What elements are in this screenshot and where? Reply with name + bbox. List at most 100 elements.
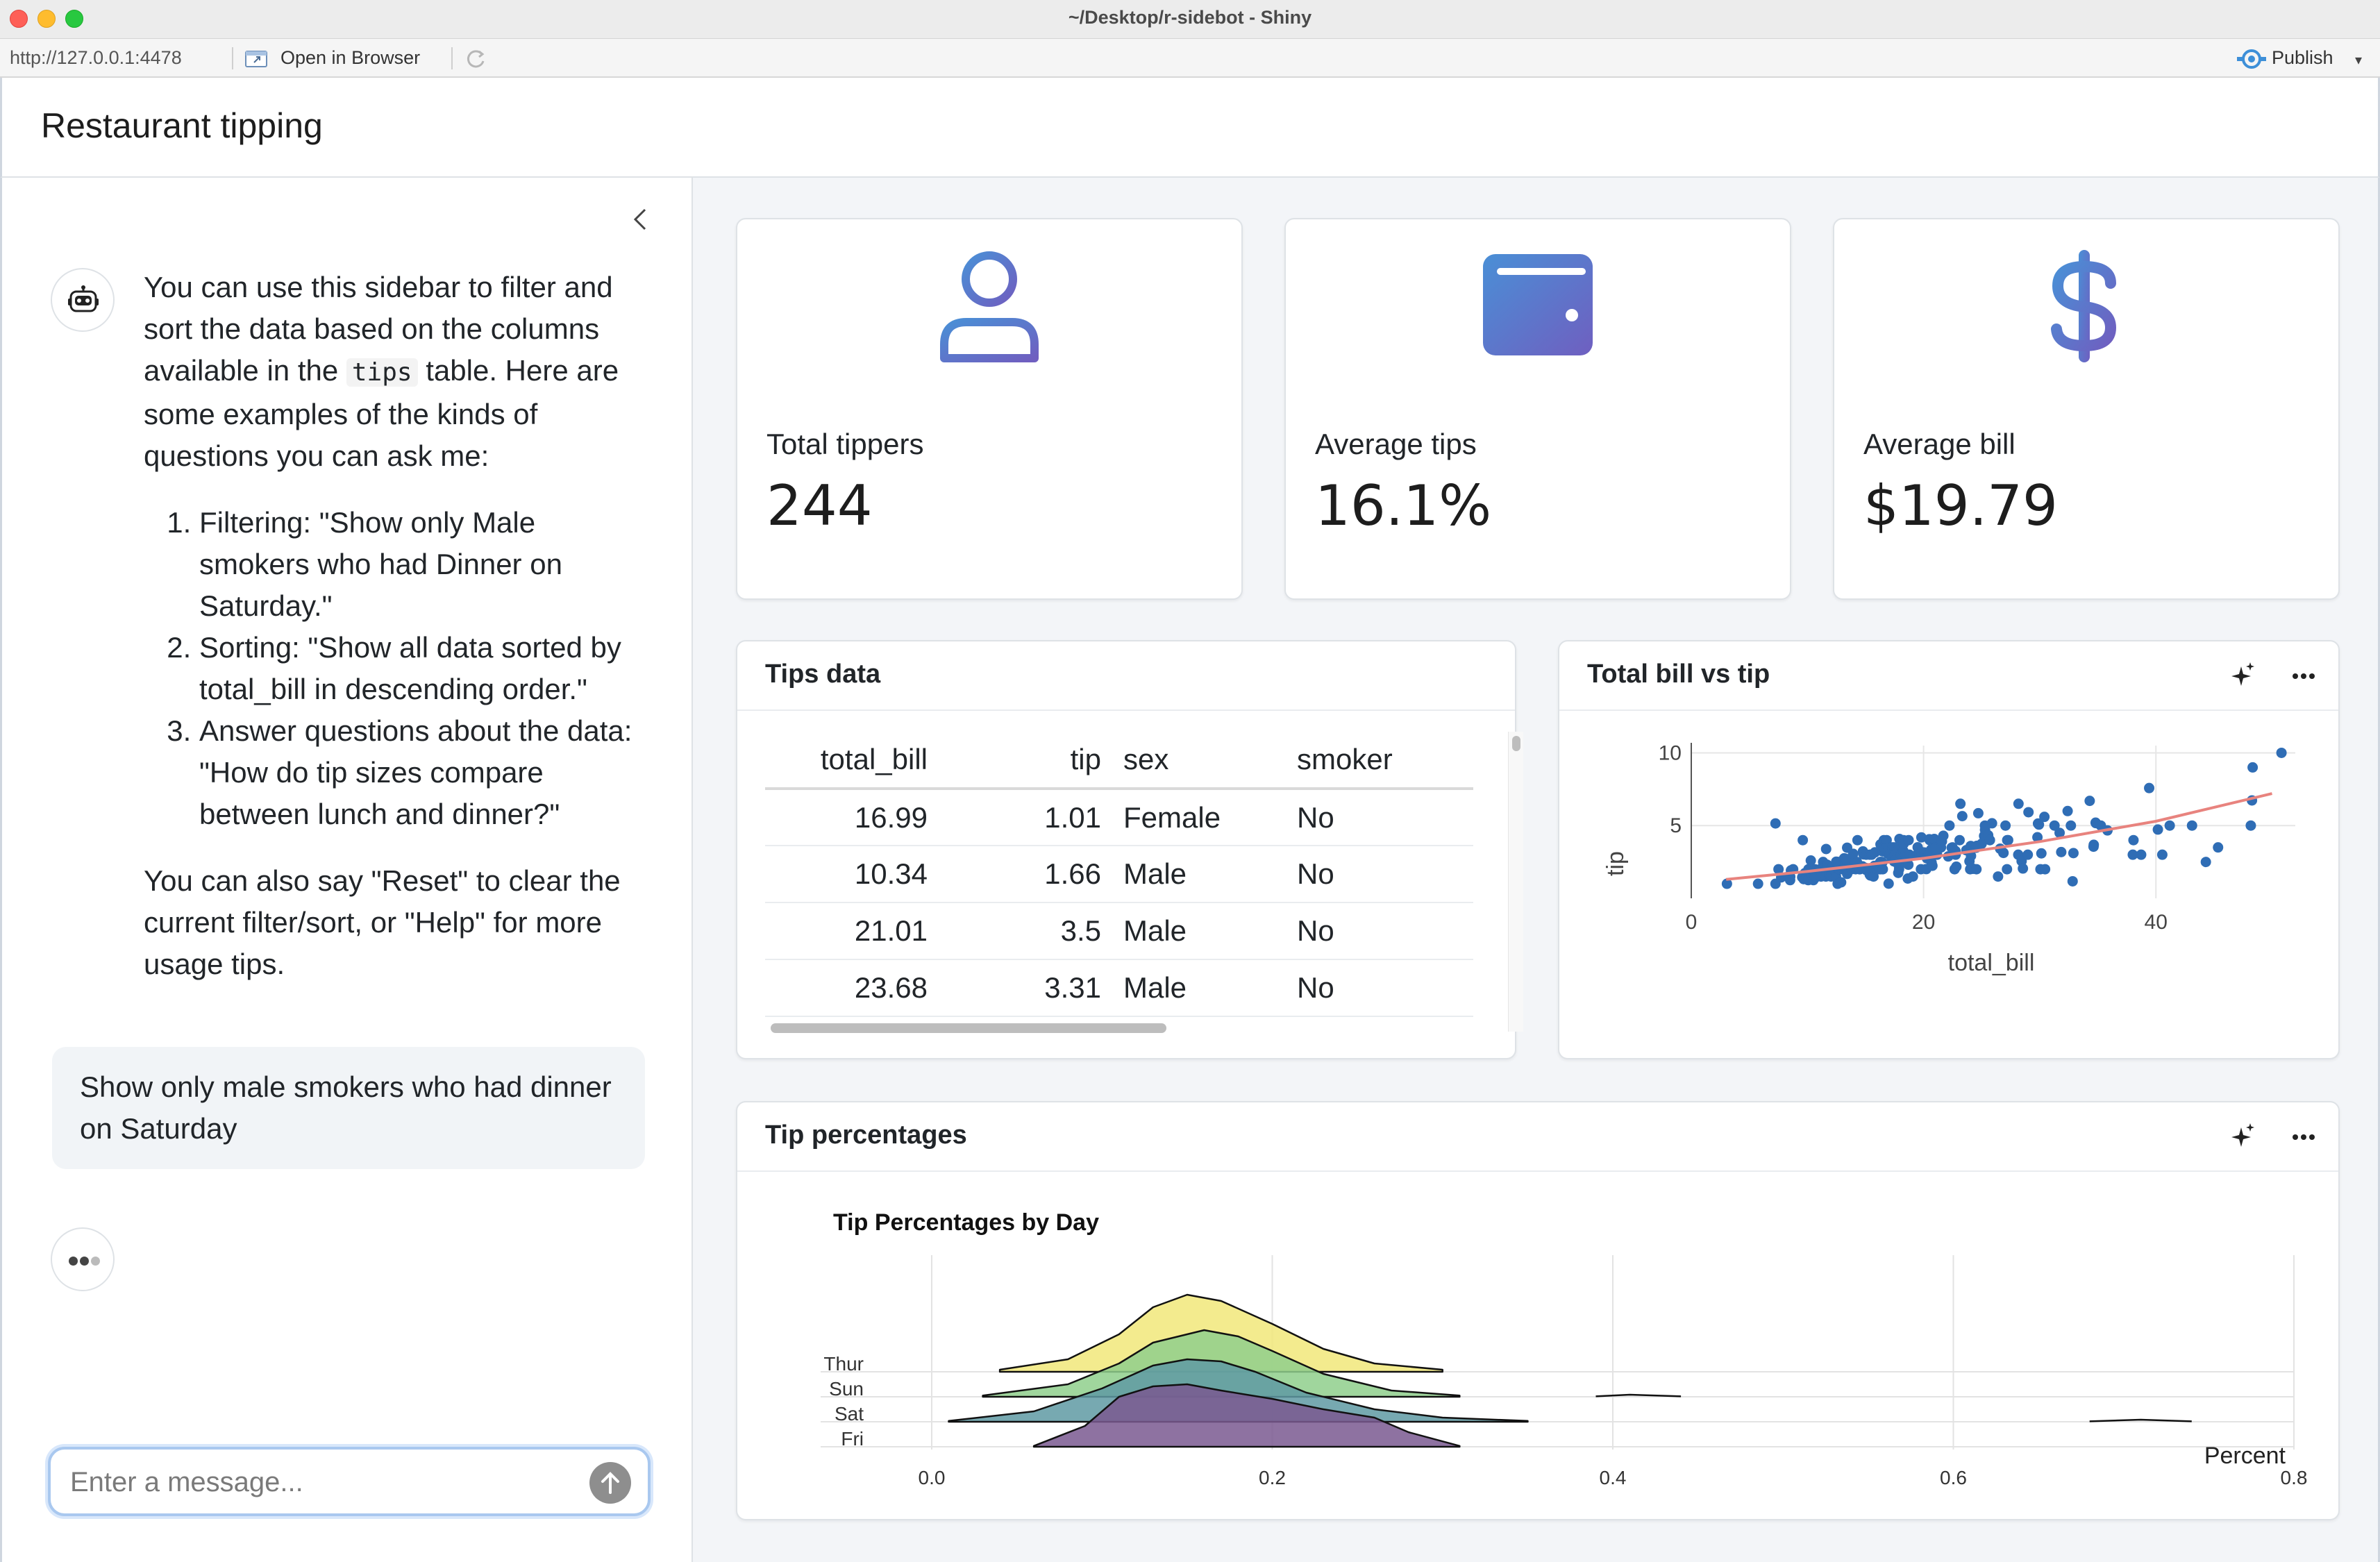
scatter-point[interactable] bbox=[2049, 820, 2060, 831]
scatter-point[interactable] bbox=[2013, 798, 2024, 809]
scatter-point[interactable] bbox=[1770, 818, 1781, 829]
scatter-point[interactable] bbox=[2018, 863, 2029, 874]
scatter-point[interactable] bbox=[2023, 807, 2034, 818]
publish-dropdown-icon[interactable]: ▾ bbox=[2355, 53, 2363, 68]
refresh-icon[interactable] bbox=[464, 47, 487, 71]
density-area[interactable] bbox=[948, 1358, 1529, 1423]
scatter-point[interactable] bbox=[1852, 834, 1863, 846]
scatter-point[interactable] bbox=[2144, 782, 2155, 793]
scatter-point[interactable] bbox=[1956, 811, 1968, 822]
scatter-point[interactable] bbox=[1984, 834, 1995, 846]
scatter-point[interactable] bbox=[2127, 849, 2138, 860]
scatter-point[interactable] bbox=[2068, 848, 2079, 859]
scatter-point[interactable] bbox=[1841, 855, 1852, 866]
scatter-point[interactable] bbox=[2054, 828, 2065, 839]
scatter-point[interactable] bbox=[1954, 834, 1965, 846]
scatter-point[interactable] bbox=[1951, 861, 1962, 872]
scatter-point[interactable] bbox=[1903, 859, 1914, 871]
scatter-point[interactable] bbox=[2056, 846, 2067, 857]
scatter-point[interactable] bbox=[1797, 834, 1809, 846]
collapse-sidebar-button[interactable] bbox=[624, 203, 657, 236]
scatter-point[interactable] bbox=[1904, 849, 1915, 860]
scatter-point[interactable] bbox=[2062, 805, 2073, 816]
scatter-point[interactable] bbox=[2040, 864, 2051, 875]
scatter-point[interactable] bbox=[2002, 834, 2013, 846]
window-titlebar: ~/Desktop/r-sidebot - Shiny bbox=[0, 0, 2380, 39]
more-options-icon[interactable] bbox=[2288, 661, 2319, 691]
publish-button[interactable]: Publish bbox=[2272, 47, 2333, 68]
scatter-point[interactable] bbox=[1927, 860, 1938, 871]
scatter-point[interactable] bbox=[1847, 848, 1859, 859]
scatter-point[interactable] bbox=[2164, 820, 2175, 831]
scatter-point[interactable] bbox=[2032, 832, 2043, 843]
scatter-point[interactable] bbox=[2036, 848, 2047, 859]
chat-message-input[interactable] bbox=[69, 1462, 555, 1502]
scatter-point[interactable] bbox=[2067, 875, 2078, 887]
zoom-window-button[interactable] bbox=[65, 10, 83, 28]
ridgeline-plot[interactable]: Tip Percentages by Day Thur Sun Sat Fri 0.0… bbox=[737, 1172, 2338, 1519]
scatter-point[interactable] bbox=[2152, 824, 2163, 835]
density-area[interactable] bbox=[1032, 1383, 1461, 1448]
scatter-point[interactable] bbox=[2002, 864, 2013, 875]
scatter-point[interactable] bbox=[1998, 848, 2009, 859]
open-in-browser-icon bbox=[245, 51, 267, 67]
scatter-point[interactable] bbox=[1752, 878, 1763, 889]
scatter-point[interactable] bbox=[2065, 820, 2077, 831]
scatter-point[interactable] bbox=[1916, 832, 1927, 843]
column-header-sex[interactable]: sex bbox=[1112, 732, 1286, 790]
scatter-point[interactable] bbox=[1938, 830, 1949, 841]
scatter-point[interactable] bbox=[2213, 842, 2224, 853]
scatter-point[interactable] bbox=[1955, 798, 1966, 809]
scatter-point[interactable] bbox=[1971, 864, 1982, 875]
scatter-point[interactable] bbox=[1903, 834, 1914, 846]
scatter-point[interactable] bbox=[2186, 820, 2197, 831]
scatter-point[interactable] bbox=[1721, 878, 1732, 889]
scatter-point[interactable] bbox=[2156, 849, 2168, 860]
scatter-point[interactable] bbox=[2276, 747, 2287, 758]
scatter-point[interactable] bbox=[2022, 849, 2034, 860]
scatter-point[interactable] bbox=[1972, 807, 1984, 818]
table-vertical-scrollbar[interactable] bbox=[1508, 732, 1523, 1032]
more-options-icon[interactable] bbox=[2288, 1122, 2319, 1152]
scatter-point[interactable] bbox=[1944, 820, 1955, 831]
table-horizontal-scrollbar[interactable] bbox=[765, 1021, 1508, 1034]
scatter-point[interactable] bbox=[1993, 871, 2004, 882]
scatter-point[interactable] bbox=[1877, 864, 1888, 875]
scatter-point[interactable] bbox=[2136, 849, 2147, 860]
scatter-point[interactable] bbox=[2088, 839, 2100, 850]
scatter-point[interactable] bbox=[1820, 843, 1832, 855]
send-message-button[interactable] bbox=[589, 1462, 631, 1504]
table-row[interactable]: 10.34 1.66 Male No bbox=[765, 846, 1473, 903]
scatter-point[interactable] bbox=[2039, 812, 2050, 823]
scatter-point[interactable] bbox=[1805, 855, 1816, 866]
column-header-tip[interactable]: tip bbox=[939, 732, 1112, 790]
scatter-point[interactable] bbox=[2200, 857, 2211, 868]
scatter-point[interactable] bbox=[1893, 864, 1904, 875]
scrollbar-thumb[interactable] bbox=[771, 1023, 1166, 1033]
scatter-point[interactable] bbox=[2084, 796, 2095, 807]
table-row[interactable]: 16.99 1.01 Female No bbox=[765, 789, 1473, 846]
scatter-point[interactable] bbox=[2034, 819, 2045, 830]
scatter-point[interactable] bbox=[2247, 762, 2259, 773]
table-row[interactable]: 21.01 3.5 Male No bbox=[765, 902, 1473, 960]
scatter-point[interactable] bbox=[1976, 838, 1987, 849]
scatter-point[interactable] bbox=[2245, 820, 2256, 831]
scatter-point[interactable] bbox=[1907, 871, 1918, 882]
close-window-button[interactable] bbox=[10, 10, 28, 28]
scatter-point[interactable] bbox=[1836, 877, 1847, 888]
scatter-point[interactable] bbox=[1883, 878, 1894, 889]
sparkles-icon[interactable] bbox=[2227, 1122, 2258, 1152]
scatter-point[interactable] bbox=[1773, 864, 1784, 875]
scatter-point[interactable] bbox=[2000, 820, 2011, 831]
table-row[interactable]: 23.68 3.31 Male No bbox=[765, 959, 1473, 1017]
scatter-point[interactable] bbox=[1870, 847, 1881, 858]
sparkles-icon[interactable] bbox=[2227, 661, 2258, 691]
scrollbar-thumb[interactable] bbox=[1512, 736, 1520, 751]
scatter-point[interactable] bbox=[1986, 818, 1997, 829]
minimize-window-button[interactable] bbox=[37, 10, 56, 28]
column-header-smoker[interactable]: smoker bbox=[1286, 732, 1473, 790]
open-in-browser-button[interactable]: Open in Browser bbox=[280, 47, 421, 68]
scatter-plot[interactable]: 0 20 40 5 10 total_bill tip bbox=[1559, 711, 2338, 1058]
scatter-point[interactable] bbox=[2128, 834, 2139, 846]
column-header-total-bill[interactable]: total_bill bbox=[765, 732, 939, 790]
